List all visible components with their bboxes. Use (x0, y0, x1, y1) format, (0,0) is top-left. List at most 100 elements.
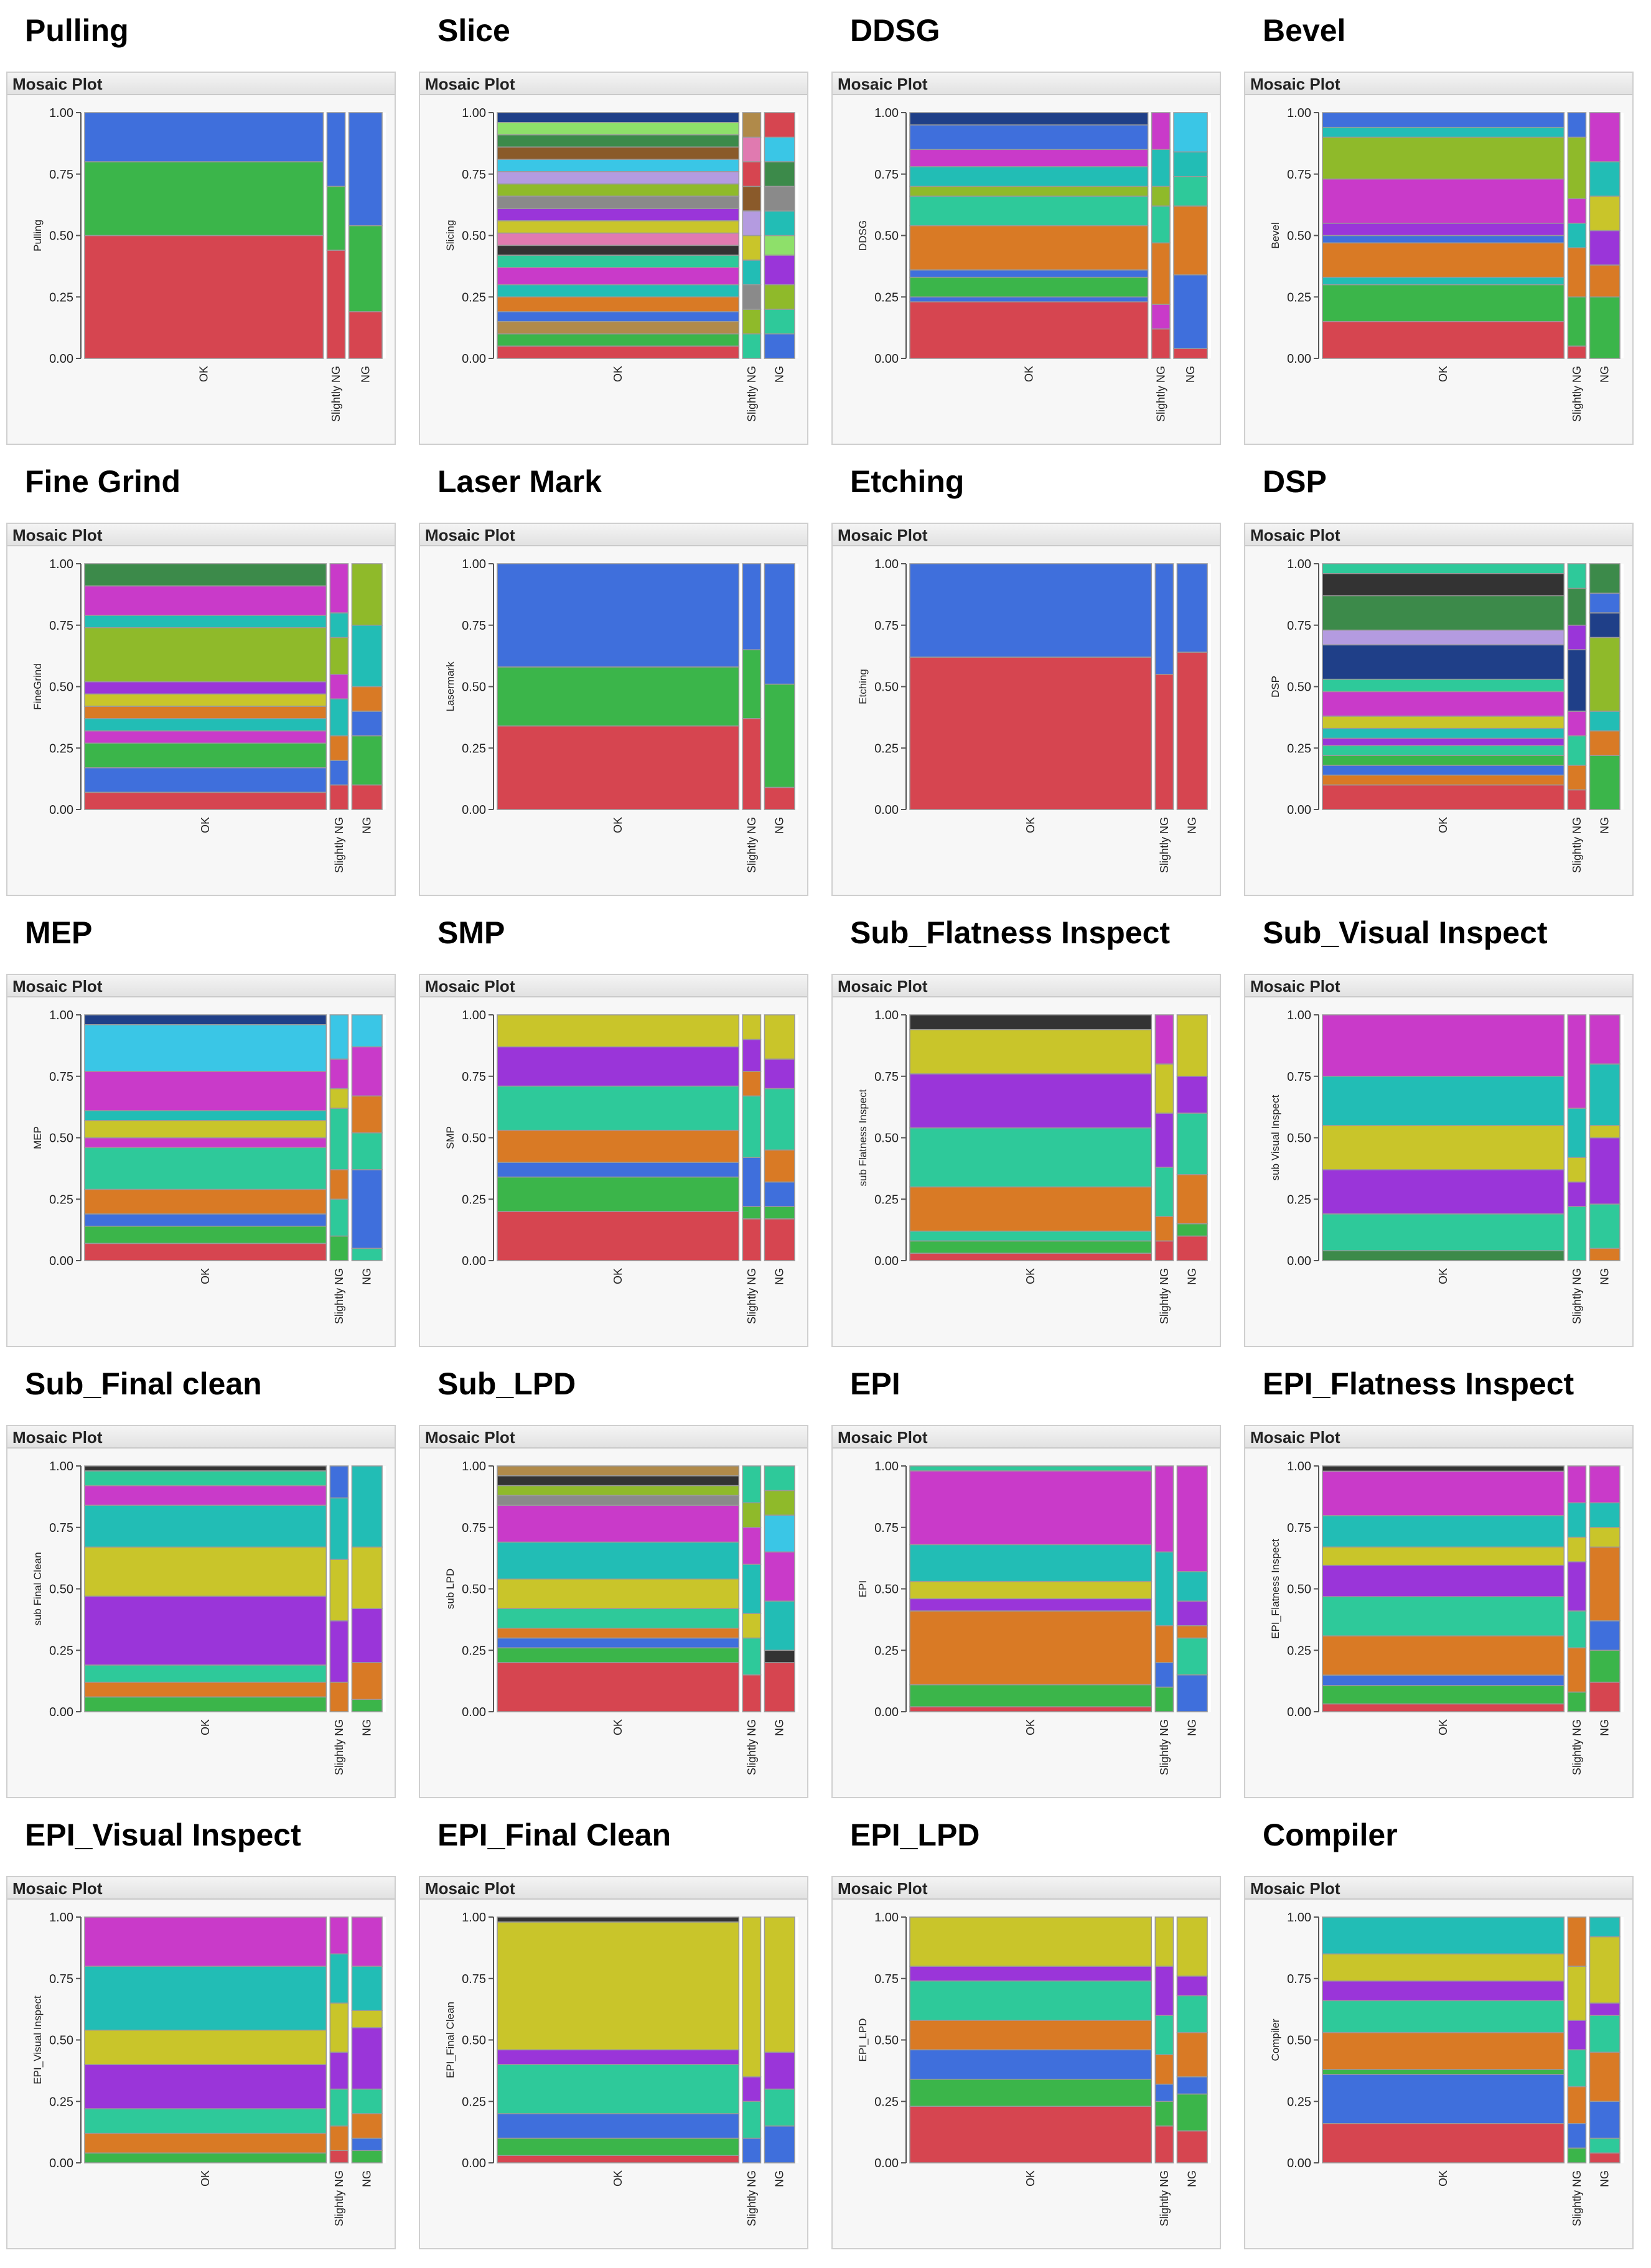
mosaic-segment (497, 1046, 740, 1087)
y-tick-label: 0.50 (1287, 230, 1311, 243)
mosaic-segment (909, 195, 1149, 226)
y-tick-label: 0.50 (462, 230, 486, 243)
panel-header[interactable]: Mosaic Plot (833, 524, 1220, 546)
panel-header[interactable]: Mosaic Plot (7, 73, 395, 95)
panel-header[interactable]: Mosaic Plot (420, 73, 807, 95)
panel-header[interactable]: Mosaic Plot (1245, 73, 1632, 95)
mosaic-segment (84, 767, 327, 793)
panel-header[interactable]: Mosaic Plot (833, 1426, 1220, 1449)
mosaic-segment (351, 735, 383, 786)
mosaic-segment (1322, 755, 1565, 766)
mosaic-segment (84, 718, 327, 732)
mosaic-segment (1589, 612, 1621, 638)
x-category-label: OK (1437, 1268, 1449, 1284)
mosaic-segment (909, 301, 1149, 359)
mosaic-segment (1176, 1235, 1208, 1261)
y-tick-label: 0.50 (49, 1583, 73, 1597)
mosaic-segment (1589, 2137, 1621, 2154)
mosaic-segment (1567, 1561, 1587, 1612)
mosaic-segment (1154, 2125, 1174, 2163)
mosaic-segment (329, 1916, 349, 1955)
y-axis-label: sub Final Clean (32, 1552, 44, 1625)
mosaic-segment (764, 112, 795, 138)
panel-header[interactable]: Mosaic Plot (1245, 1877, 1632, 1900)
panel-header[interactable]: Mosaic Plot (420, 524, 807, 546)
panel-header[interactable]: Mosaic Plot (1245, 524, 1632, 546)
mosaic-segment (497, 563, 740, 668)
mosaic-segment (909, 1916, 1153, 1967)
panel-header[interactable]: Mosaic Plot (7, 1426, 395, 1449)
mosaic-segment (351, 624, 383, 688)
mosaic-segment (351, 1095, 383, 1134)
y-tick-label: 1.00 (462, 1460, 486, 1473)
x-category-label: Slightly NG (746, 2170, 758, 2226)
panel-header[interactable]: Mosaic Plot (833, 1877, 1220, 1900)
panel-header[interactable]: Mosaic Plot (833, 975, 1220, 997)
y-tick-label: 0.50 (462, 2034, 486, 2048)
mosaic-segment (764, 161, 795, 187)
mosaic-segment (764, 309, 795, 335)
mosaic-segment (742, 1502, 762, 1528)
mosaic-segment (1322, 1250, 1565, 1261)
panel-header[interactable]: Mosaic Plot (1245, 975, 1632, 997)
mosaic-segment (84, 1546, 327, 1597)
mosaic-chart-compiler: Compiler Mosaic Plot Compiler 0.00 0.25 0.50 0… (1238, 1817, 1650, 2268)
y-tick-label: 0.25 (874, 2095, 899, 2109)
mosaic-segment (1154, 673, 1174, 810)
mosaic-segment (1567, 222, 1587, 249)
mosaic-segment (1567, 789, 1587, 810)
mosaic-panel: Mosaic Plot Pulling 0.00 0.25 0.50 0.75 1.00 OK… (6, 72, 396, 445)
mosaic-segment (742, 1564, 762, 1614)
panel-header[interactable]: Mosaic Plot (833, 73, 1220, 95)
mosaic-segment (497, 1162, 740, 1178)
mosaic-segment (1151, 304, 1171, 330)
mosaic-segment (1176, 1995, 1208, 2033)
panel-header[interactable]: Mosaic Plot (420, 1877, 807, 1900)
mosaic-segment (497, 1662, 740, 1712)
chart-title: Compiler (1263, 1818, 1398, 1852)
mosaic-chart-slice: Slice Mosaic Plot Slicing 0.00 0.25 0.50 0.75 1… (413, 12, 825, 464)
mosaic-segment (329, 2125, 349, 2152)
mosaic-segment (351, 2137, 383, 2152)
mosaic-panel: Mosaic Plot Compiler 0.00 0.25 0.50 0.75 1.00 O… (1244, 1876, 1634, 2249)
mosaic-segment (497, 195, 740, 209)
mosaic-segment (84, 1147, 327, 1190)
y-tick-label: 0.25 (49, 2095, 73, 2109)
mosaic-segment (742, 1916, 762, 2078)
mosaic-segment (351, 1966, 383, 2011)
mosaic-segment (909, 1127, 1153, 1188)
panel-header[interactable]: Mosaic Plot (7, 975, 395, 997)
mosaic-segment (1589, 195, 1621, 231)
y-tick-label: 0.50 (874, 2034, 899, 2048)
y-tick-label: 0.75 (49, 619, 73, 633)
mosaic-segment (351, 1546, 383, 1609)
mosaic-chart-etching: Etching Mosaic Plot Etching 0.00 0.25 0.50 0.7… (825, 464, 1238, 915)
panel-header[interactable]: Mosaic Plot (420, 1426, 807, 1449)
mosaic-segment (84, 615, 327, 628)
mosaic-segment (764, 563, 795, 685)
y-tick-label: 0.75 (874, 619, 899, 633)
mosaic-chart-sub-flatness-inspect: Sub_Flatness Inspect Mosaic Plot sub Flatn… (825, 915, 1238, 1366)
x-category-label: NG (1599, 1719, 1611, 1736)
mosaic-plot-svg: Slicing 0.00 0.25 0.50 0.75 1.00 OK Slightly NG… (444, 106, 798, 422)
panel-header[interactable]: Mosaic Plot (7, 1877, 395, 1900)
x-category-label: OK (1437, 366, 1449, 382)
x-category-label: Slightly NG (746, 1268, 758, 1324)
panel-header[interactable]: Mosaic Plot (420, 975, 807, 997)
mosaic-segment (1154, 2083, 1174, 2102)
mosaic-segment (1154, 1551, 1174, 1626)
mosaic-segment (1154, 2101, 1174, 2127)
x-category-label: OK (1024, 1268, 1037, 1284)
panel-header[interactable]: Mosaic Plot (1245, 1426, 1632, 1449)
mosaic-segment (1176, 651, 1208, 810)
mosaic-segment (351, 686, 383, 712)
mosaic-panel: Mosaic Plot DDSG 0.00 0.25 0.50 0.75 1.00 OK Sli… (831, 72, 1221, 445)
panel-header[interactable]: Mosaic Plot (7, 524, 395, 546)
mosaic-segment (764, 235, 795, 256)
y-axis-label: SMP (444, 1126, 456, 1149)
y-tick-label: 0.25 (1287, 1193, 1311, 1206)
mosaic-segment (1151, 242, 1171, 305)
mosaic-segment (497, 121, 740, 136)
mosaic-segment (909, 1073, 1153, 1129)
